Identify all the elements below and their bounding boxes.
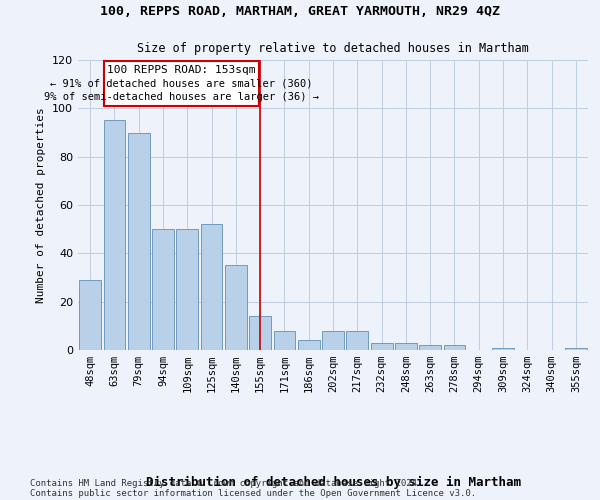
Bar xyxy=(395,343,417,350)
Title: Size of property relative to detached houses in Martham: Size of property relative to detached ho… xyxy=(137,42,529,54)
Text: ← 91% of detached houses are smaller (360): ← 91% of detached houses are smaller (36… xyxy=(50,78,313,88)
Bar xyxy=(371,343,392,350)
Bar xyxy=(152,229,174,350)
Bar xyxy=(492,348,514,350)
Bar xyxy=(419,345,441,350)
Bar xyxy=(79,280,101,350)
X-axis label: Distribution of detached houses by size in Martham: Distribution of detached houses by size … xyxy=(146,476,521,489)
Bar xyxy=(322,330,344,350)
Text: 9% of semi-detached houses are larger (36) →: 9% of semi-detached houses are larger (3… xyxy=(44,92,319,102)
Bar xyxy=(249,316,271,350)
Text: 100, REPPS ROAD, MARTHAM, GREAT YARMOUTH, NR29 4QZ: 100, REPPS ROAD, MARTHAM, GREAT YARMOUTH… xyxy=(100,5,500,18)
Bar xyxy=(176,229,198,350)
Bar xyxy=(274,330,295,350)
Bar xyxy=(443,345,466,350)
Bar xyxy=(346,330,368,350)
Bar xyxy=(200,224,223,350)
Bar xyxy=(298,340,320,350)
Bar xyxy=(104,61,259,106)
Text: 100 REPPS ROAD: 153sqm: 100 REPPS ROAD: 153sqm xyxy=(107,66,256,76)
Bar xyxy=(104,120,125,350)
Text: Contains HM Land Registry data © Crown copyright and database right 2024.: Contains HM Land Registry data © Crown c… xyxy=(30,478,422,488)
Bar xyxy=(225,266,247,350)
Bar xyxy=(565,348,587,350)
Y-axis label: Number of detached properties: Number of detached properties xyxy=(37,107,46,303)
Text: Contains public sector information licensed under the Open Government Licence v3: Contains public sector information licen… xyxy=(30,488,476,498)
Bar xyxy=(128,132,149,350)
